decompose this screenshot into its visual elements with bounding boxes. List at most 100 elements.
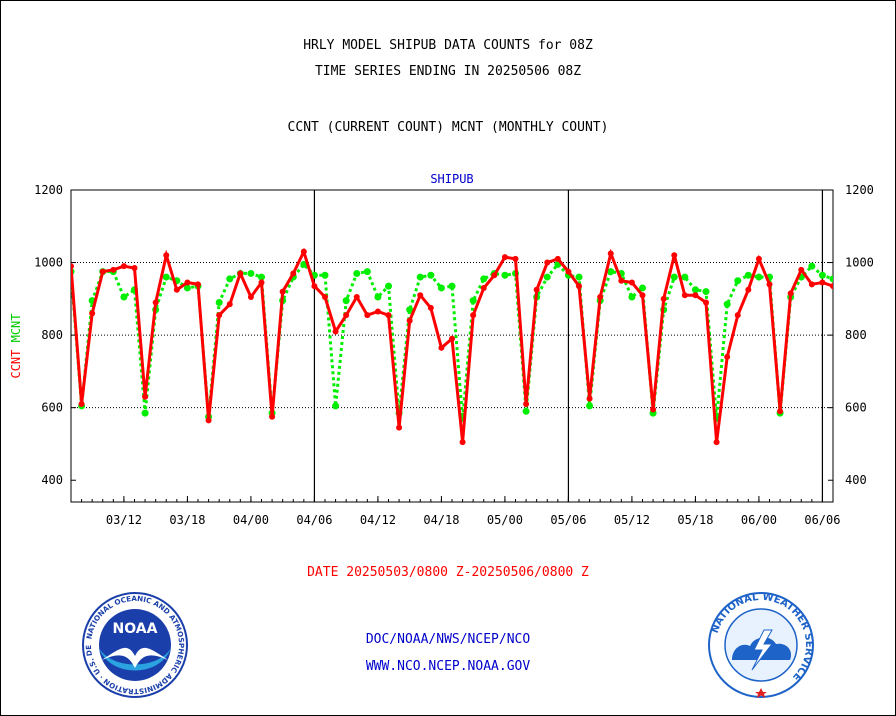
data-point-mcnt (480, 275, 488, 283)
y-tick-label-right: 400 (845, 473, 867, 487)
data-point-mcnt (522, 407, 530, 415)
y-tick-label-right: 1000 (845, 256, 874, 270)
data-point-ccnt (438, 344, 445, 351)
data-point-ccnt (311, 283, 318, 290)
svg-text:CCNT MCNT: CCNT MCNT (9, 313, 23, 378)
data-point-ccnt (226, 301, 233, 308)
x-tick-label: 04/12 (360, 513, 396, 527)
data-point-ccnt (142, 393, 149, 400)
data-point-mcnt (332, 402, 340, 410)
data-point-ccnt (639, 292, 646, 299)
data-point-ccnt (300, 248, 307, 255)
data-point-mcnt (321, 271, 329, 279)
data-point-ccnt (650, 406, 657, 413)
data-point-ccnt (681, 292, 688, 299)
title-line-3: CCNT (CURRENT COUNT) MCNT (MONTHLY COUNT… (287, 120, 609, 135)
data-point-ccnt (745, 286, 752, 293)
data-point-ccnt (819, 279, 826, 286)
data-point-ccnt (71, 263, 74, 270)
footer-link-org[interactable]: DOC/NOAA/NWS/NCEP/NCO (365, 632, 531, 647)
noaa-logo: NATIONAL OCEANIC AND ATMOSPHERIC ADMINIS… (80, 590, 188, 698)
data-point-ccnt (374, 308, 381, 315)
data-point-mcnt (448, 282, 456, 290)
noaa-text: NOAA (113, 621, 158, 637)
data-point-mcnt (247, 269, 255, 277)
data-point-mcnt (353, 269, 361, 277)
data-point-ccnt (671, 252, 678, 259)
data-point-ccnt (533, 286, 540, 293)
data-point-ccnt (364, 312, 371, 319)
title-line-2: TIME SERIES ENDING IN 20250506 08Z (314, 64, 582, 79)
y-tick-label-left: 600 (41, 401, 63, 415)
data-point-ccnt (777, 408, 784, 415)
data-point-mcnt (363, 268, 371, 276)
y-tick-label-right: 600 (845, 401, 867, 415)
data-point-ccnt (237, 270, 244, 277)
data-point-mcnt (437, 284, 445, 292)
x-tick-label: 06/06 (804, 513, 840, 527)
data-point-ccnt (660, 295, 667, 302)
data-point-mcnt (501, 271, 509, 279)
data-point-mcnt (829, 275, 833, 283)
y-tick-label-right: 1200 (845, 183, 874, 197)
data-point-ccnt (449, 335, 455, 342)
data-point-mcnt (691, 286, 699, 294)
series-ccnt (71, 247, 833, 446)
data-point-ccnt (830, 283, 833, 290)
data-point-ccnt (163, 252, 170, 259)
data-point-ccnt (89, 310, 96, 317)
data-point-ccnt (184, 279, 191, 286)
data-point-ccnt (734, 312, 741, 319)
data-point-mcnt (406, 306, 414, 314)
data-point-mcnt (374, 293, 382, 301)
x-tick-label: 06/00 (741, 513, 777, 527)
footer-link-website[interactable]: WWW.NCO.NCEP.NOAA.GOV (365, 659, 531, 674)
data-point-ccnt (427, 304, 434, 311)
data-point-ccnt (523, 401, 530, 408)
data-point-mcnt (808, 262, 816, 270)
data-point-ccnt (353, 294, 360, 301)
data-point-ccnt (290, 270, 297, 277)
data-point-mcnt (342, 297, 350, 305)
x-tick-label: 04/18 (423, 513, 459, 527)
data-point-mcnt (385, 282, 392, 290)
data-point-ccnt (396, 424, 403, 431)
y-tick-label-left: 800 (41, 328, 63, 342)
data-point-ccnt (713, 439, 720, 446)
y-axis-label: CCNT MCNT (9, 313, 23, 378)
data-point-ccnt (417, 292, 424, 299)
data-point-mcnt (755, 273, 763, 281)
data-point-mcnt (416, 273, 424, 281)
data-point-mcnt (734, 277, 742, 285)
data-point-ccnt (787, 290, 794, 297)
ylabel-ccnt: CCNT (9, 342, 23, 378)
data-point-mcnt (226, 275, 234, 283)
data-point-ccnt (279, 288, 286, 295)
date-range-label: DATE 20250503/0800 Z-20250506/0800 Z (307, 565, 589, 580)
data-point-ccnt (565, 268, 572, 275)
data-point-mcnt (300, 260, 308, 268)
data-point-ccnt (766, 281, 773, 288)
data-point-ccnt (131, 265, 138, 271)
x-tick-label: 04/00 (233, 513, 269, 527)
data-point-ccnt (343, 312, 350, 319)
data-point-mcnt (670, 273, 678, 281)
data-point-ccnt (470, 312, 477, 319)
x-tick-label: 05/00 (487, 513, 523, 527)
series-line-ccnt (71, 247, 833, 443)
data-point-ccnt (576, 283, 582, 290)
data-point-ccnt (216, 312, 223, 319)
nws-logo: NATIONAL WEATHER SERVICE (708, 592, 814, 698)
data-point-mcnt (258, 273, 265, 281)
data-point-ccnt (618, 277, 625, 284)
data-point-ccnt (607, 250, 614, 257)
data-point-mcnt (215, 298, 223, 306)
data-point-mcnt (681, 273, 689, 281)
data-point-ccnt (480, 284, 487, 291)
data-point-mcnt (723, 300, 731, 308)
x-tick-label: 05/18 (677, 513, 713, 527)
data-point-ccnt (173, 286, 180, 293)
data-point-mcnt (744, 271, 752, 279)
data-point-mcnt (628, 293, 636, 301)
